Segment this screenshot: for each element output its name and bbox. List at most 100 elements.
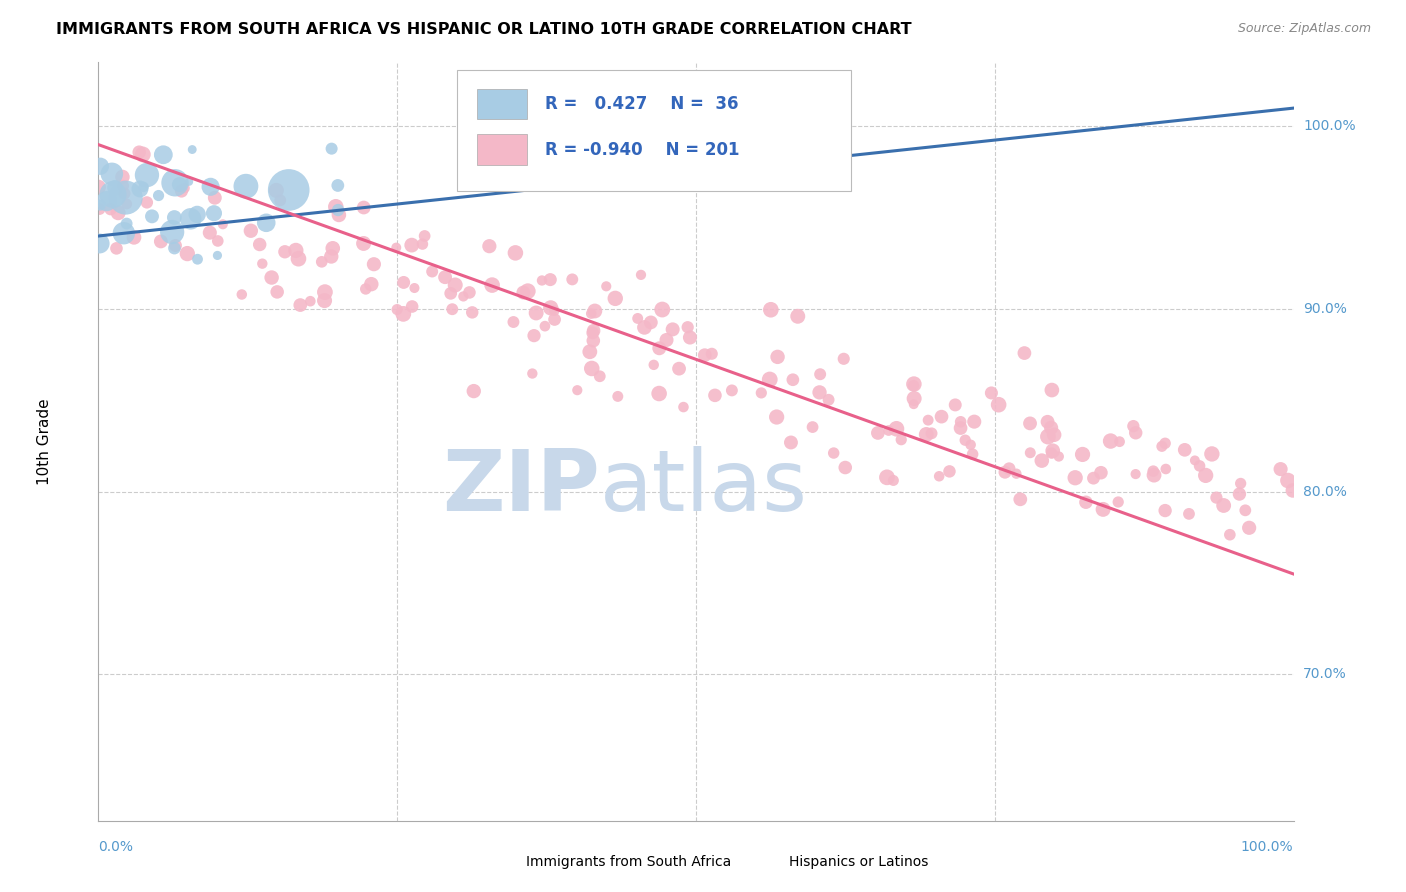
Point — [543, 312, 565, 326]
Point — [882, 474, 904, 488]
Point — [943, 398, 966, 412]
Point — [676, 320, 699, 334]
Point — [385, 241, 408, 255]
Point — [454, 133, 477, 147]
Point — [1154, 503, 1177, 517]
Point — [1040, 446, 1063, 460]
Point — [567, 383, 589, 397]
Point — [959, 438, 981, 452]
Point — [633, 320, 655, 334]
Text: Source: ZipAtlas.com: Source: ZipAtlas.com — [1237, 22, 1371, 36]
Text: R = -0.940    N = 201: R = -0.940 N = 201 — [546, 141, 740, 159]
Point — [1125, 467, 1147, 481]
Point — [1064, 471, 1087, 485]
Point — [87, 180, 110, 194]
Point — [700, 347, 723, 361]
Point — [1229, 487, 1251, 501]
Point — [1074, 495, 1097, 509]
Point — [648, 386, 671, 401]
Point — [921, 426, 943, 441]
Point — [627, 311, 650, 326]
Point — [266, 285, 288, 299]
Point — [512, 285, 534, 300]
Text: atlas: atlas — [600, 445, 808, 529]
Point — [440, 286, 463, 301]
Point — [239, 224, 262, 238]
Point — [1229, 476, 1251, 491]
Point — [534, 319, 557, 334]
Point — [766, 350, 789, 364]
Point — [89, 202, 111, 216]
Point — [1212, 499, 1234, 513]
Point — [994, 465, 1017, 479]
Point — [561, 272, 583, 286]
Point — [101, 187, 124, 202]
Point — [651, 302, 673, 317]
Point — [1107, 495, 1129, 509]
Point — [204, 191, 226, 205]
Point — [583, 304, 606, 318]
Point — [538, 272, 561, 286]
Point — [254, 216, 277, 230]
Text: 10th Grade: 10th Grade — [37, 398, 52, 485]
Point — [441, 302, 464, 317]
Point — [136, 168, 159, 182]
Point — [589, 369, 612, 384]
Point — [1071, 447, 1094, 461]
Point — [385, 302, 408, 317]
Point — [321, 142, 343, 156]
Point — [890, 433, 912, 447]
Point — [149, 235, 172, 249]
Point — [595, 279, 617, 293]
Point — [353, 236, 375, 251]
Point — [955, 433, 977, 447]
Point — [180, 211, 202, 226]
Point — [980, 386, 1002, 401]
Point — [114, 191, 136, 205]
Point — [1014, 346, 1036, 360]
Point — [582, 326, 605, 340]
Point — [160, 225, 183, 239]
Point — [211, 217, 233, 231]
Point — [1270, 462, 1292, 476]
Point — [173, 181, 195, 195]
Point — [107, 206, 129, 220]
Point — [200, 179, 222, 194]
Point — [311, 255, 333, 269]
Point — [661, 322, 683, 336]
Point — [1099, 434, 1122, 448]
Point — [522, 367, 544, 381]
Point — [1154, 436, 1177, 450]
Point — [1092, 502, 1115, 516]
Bar — [477, 135, 527, 165]
Text: ZIP: ZIP — [443, 445, 600, 529]
Point — [786, 310, 808, 324]
Point — [579, 344, 602, 359]
Point — [721, 384, 744, 398]
Point — [326, 202, 349, 217]
Point — [274, 244, 297, 259]
Point — [672, 400, 695, 414]
Point — [1277, 474, 1299, 488]
Point — [640, 315, 662, 329]
Point — [411, 237, 433, 252]
Point — [461, 305, 484, 319]
Point — [122, 230, 145, 244]
Point — [758, 372, 780, 386]
Bar — [744, 854, 778, 871]
Point — [1108, 434, 1130, 449]
Point — [581, 307, 603, 321]
Point — [963, 415, 986, 429]
Point — [163, 241, 186, 255]
Point — [1205, 491, 1227, 505]
Point — [115, 217, 138, 231]
Point — [181, 143, 204, 157]
Point — [530, 273, 553, 287]
Point — [463, 384, 485, 398]
Point — [1010, 492, 1032, 507]
Text: R =   0.427    N =  36: R = 0.427 N = 36 — [546, 95, 740, 113]
Point — [314, 285, 336, 300]
Point — [100, 202, 122, 216]
Point — [917, 413, 939, 427]
Point — [141, 210, 163, 224]
